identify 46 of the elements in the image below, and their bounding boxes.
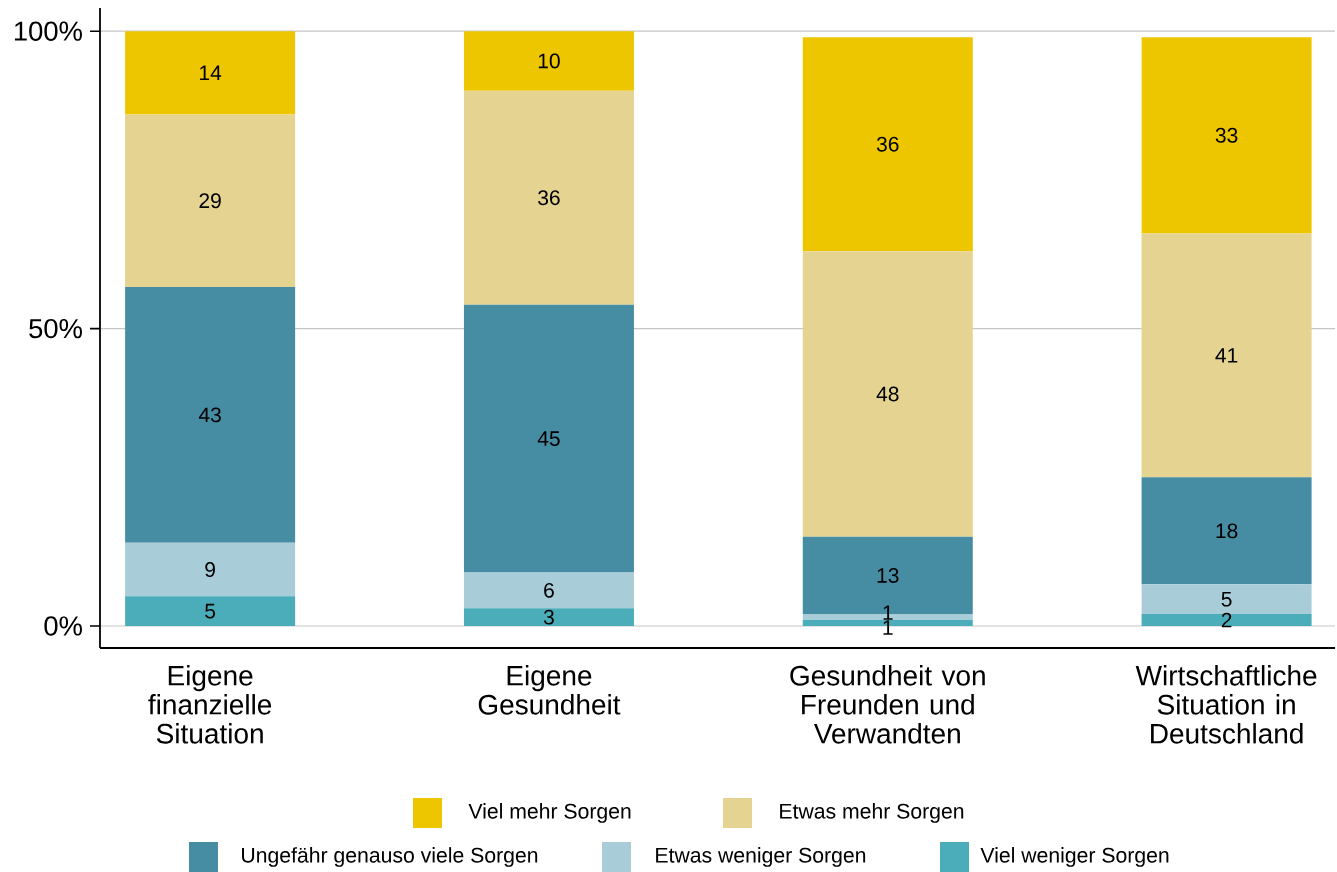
bar	[125, 114, 296, 287]
bar	[463, 31, 634, 91]
x-tick-label: Eigene finanzielle Situation	[148, 665, 272, 744]
data-label: 13	[877, 568, 899, 583]
bar	[125, 286, 296, 543]
bar	[1141, 37, 1312, 234]
bar	[463, 608, 634, 626]
bar	[802, 251, 973, 537]
bar	[125, 542, 296, 597]
legend-label: Etwas mehr Sorgen	[780, 803, 964, 823]
data-label: 48	[876, 386, 899, 402]
bar	[125, 596, 296, 626]
data-label: 9	[205, 562, 215, 577]
data-label: 36	[538, 190, 560, 206]
bar	[1141, 614, 1312, 626]
x-tick-label: Gesundheit von Freunden und Verwandten	[790, 665, 985, 744]
data-label: 29	[199, 193, 221, 209]
legend-label: Etwas weniger Sorgen	[656, 847, 866, 867]
y-tick-label: 0%	[44, 616, 82, 636]
bar	[1141, 477, 1312, 585]
bar	[463, 304, 634, 573]
data-label: 3	[543, 609, 554, 625]
legend-label: Viel weniger Sorgen	[980, 847, 1169, 867]
bar	[125, 31, 296, 115]
data-label: 41	[1215, 348, 1238, 363]
data-label: 36	[876, 136, 899, 152]
data-label: 14	[200, 65, 222, 81]
data-label: 45	[537, 431, 560, 446]
data-label: 5	[205, 603, 216, 619]
legend-label: Ungefähr genauso viele Sorgen	[242, 847, 538, 867]
bar	[463, 572, 634, 609]
data-label: 6	[544, 582, 554, 598]
data-label: 5	[1221, 591, 1232, 607]
x-tick-label: Wirtschaftliche Situation in Deutschland	[1135, 665, 1317, 744]
data-label: 18	[1216, 523, 1238, 539]
bar	[463, 90, 634, 305]
legend-label: Viel mehr Sorgen	[468, 803, 631, 823]
x-tick-label: Eigene Gesundheit	[478, 665, 621, 715]
y-tick-label: 50%	[29, 318, 82, 339]
data-label: 33	[1215, 127, 1238, 143]
data-label: 10	[538, 53, 560, 69]
y-tick-label: 100%	[14, 21, 82, 41]
data-label: 43	[198, 407, 221, 423]
bar	[1141, 233, 1312, 478]
data-label: 2	[1221, 612, 1232, 628]
bar	[802, 37, 973, 252]
